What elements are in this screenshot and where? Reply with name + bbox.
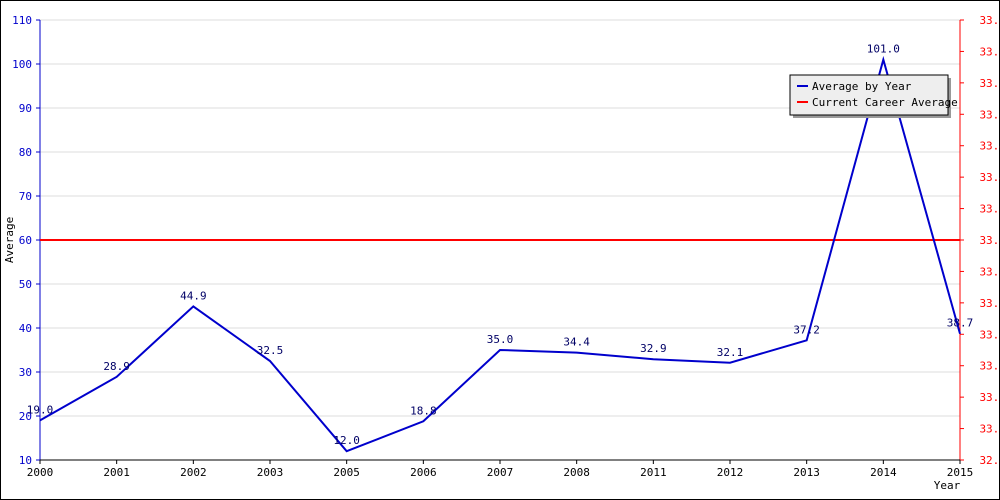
average-by-year-line: [39, 55, 961, 453]
right-axis-tick-label: 33.50: [979, 108, 1000, 121]
data-label: 32.1: [717, 346, 744, 359]
data-label: 19.0: [27, 403, 54, 416]
x-axis-tick-label: 2011: [640, 466, 667, 479]
x-axis-tick-label: 2008: [563, 466, 590, 479]
right-axis-tick-label: 33.10: [979, 360, 1000, 373]
right-axis-tick-label: 32.95: [979, 454, 1000, 467]
data-label: 28.9: [103, 360, 130, 373]
left-axis-tick-label: 70: [19, 190, 32, 203]
x-axis-tick-label: 2003: [257, 466, 284, 479]
data-label: 32.5: [257, 344, 284, 357]
data-label: 32.9: [640, 342, 667, 355]
x-axis-tick-label: 2000: [27, 466, 54, 479]
left-axis-tick-label: 100: [12, 58, 32, 71]
right-axis-tick-label: 33.65: [979, 14, 1000, 27]
x-axis-tick-label: 2002: [180, 466, 207, 479]
left-axis-tick-label: 50: [19, 278, 32, 291]
x-axis-tick-label: 2015: [947, 466, 974, 479]
left-axis-tick-label: 110: [12, 14, 32, 27]
left-axis-tick-label: 30: [19, 366, 32, 379]
data-label: 37.2: [793, 323, 820, 336]
right-axis-tick-label: 33.45: [979, 140, 1000, 153]
x-axis-tick-label: 2014: [870, 466, 897, 479]
data-label: 18.8: [410, 404, 437, 417]
right-axis-tick-label: 33.15: [979, 328, 1000, 341]
left-axis-tick-label: 10: [19, 454, 32, 467]
data-label: 12.0: [333, 434, 360, 447]
x-axis-tick-label: 2006: [410, 466, 437, 479]
x-axis-tick-label: 2012: [717, 466, 744, 479]
left-axis-tick-label: 40: [19, 322, 32, 335]
x-axis-tick-label: 2001: [103, 466, 130, 479]
right-axis-tick-label: 33.20: [979, 297, 1000, 310]
data-label: 34.4: [563, 336, 590, 349]
right-axis-tick-label: 33.35: [979, 203, 1000, 216]
data-label: 38.7: [947, 317, 974, 330]
legend-label-average-by-year: Average by Year: [812, 80, 912, 93]
right-axis-tick-label: 33.00: [979, 423, 1000, 436]
right-axis-tick-label: 33.60: [979, 45, 1000, 58]
right-axis-tick-label: 33.40: [979, 171, 1000, 184]
right-axis-tick-label: 33.30: [979, 234, 1000, 247]
legend-label-career-average: Current Career Average: [812, 96, 958, 109]
right-axis-tick-label: 33.05: [979, 391, 1000, 404]
left-axis-tick-label: 90: [19, 102, 32, 115]
x-axis-tick-label: 2007: [487, 466, 514, 479]
left-axis-tick-label: 60: [19, 234, 32, 247]
data-label: 35.0: [487, 333, 514, 346]
right-axis-tick-label: 33.25: [979, 265, 1000, 278]
right-axis-tick-label: 33.55: [979, 77, 1000, 90]
x-axis-tick-label: 2005: [333, 466, 360, 479]
data-label: 101.0: [867, 43, 900, 56]
x-axis-tick-label: 2013: [793, 466, 820, 479]
x-axis-title: Year: [934, 479, 961, 492]
legend-box: [789, 74, 949, 116]
y-axis-title: Average: [3, 217, 16, 263]
left-axis-tick-label: 80: [19, 146, 32, 159]
left-axis-tick-label: 20: [19, 410, 32, 423]
data-label: 44.9: [180, 289, 207, 302]
